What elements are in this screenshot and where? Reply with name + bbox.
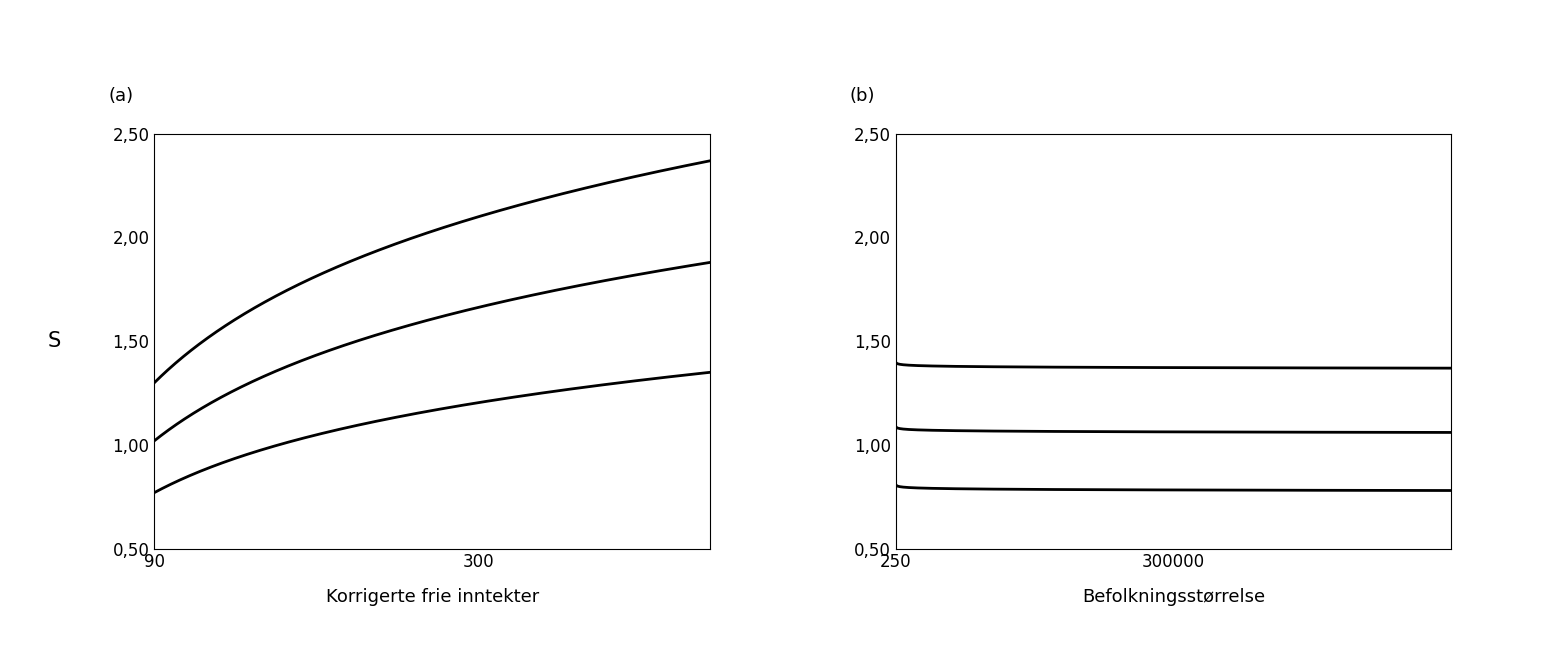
X-axis label: Befolkningsstørrelse: Befolkningsstørrelse <box>1082 588 1265 606</box>
Text: (b): (b) <box>849 87 875 105</box>
Text: S: S <box>48 331 60 351</box>
X-axis label: Korrigerte frie inntekter: Korrigerte frie inntekter <box>326 588 539 606</box>
Text: (a): (a) <box>108 87 133 105</box>
